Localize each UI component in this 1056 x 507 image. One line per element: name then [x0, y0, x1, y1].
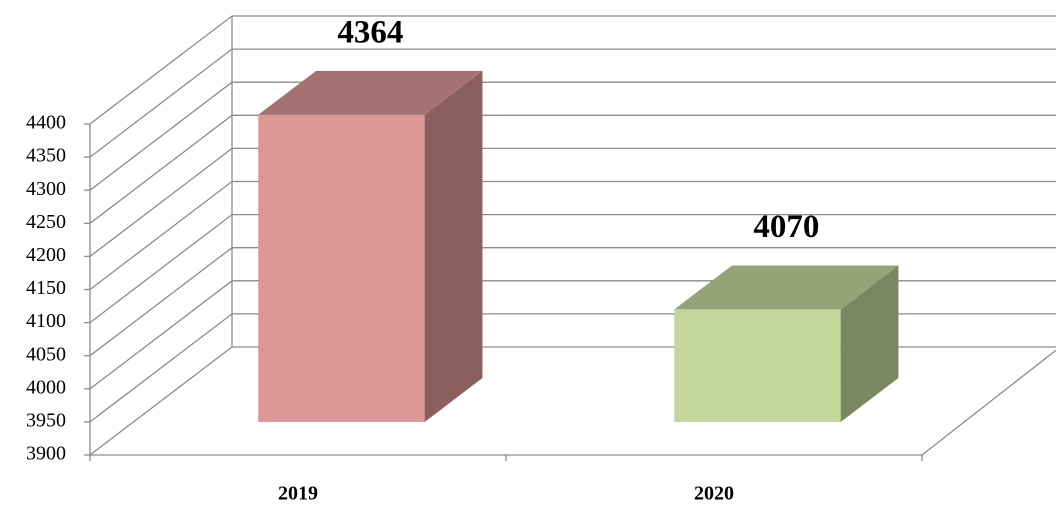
y-tick-label: 4000 [26, 376, 66, 398]
grid-line [89, 280, 233, 390]
grid-line [89, 214, 233, 324]
y-tick-label: 4250 [26, 211, 66, 233]
y-tick-label: 3900 [26, 443, 66, 465]
grid-line [89, 15, 233, 125]
grid-line [89, 346, 233, 456]
bar-side [840, 265, 899, 422]
y-tick-label: 4100 [26, 310, 66, 332]
grid-line [89, 247, 233, 357]
y-tick-label: 3950 [26, 409, 66, 431]
grid-line [89, 147, 233, 257]
value-label: 4364 [337, 14, 403, 50]
grid-line [89, 313, 233, 423]
value-label: 4070 [753, 209, 819, 245]
bar-top [258, 70, 483, 115]
y-tick-label: 4400 [26, 112, 66, 134]
x-tick-label: 2019 [278, 483, 318, 505]
y-tick-label: 4300 [26, 178, 66, 200]
bar-front [258, 114, 425, 422]
floor-line [921, 349, 1056, 456]
bar-side [424, 70, 483, 422]
grid-line [89, 180, 233, 291]
y-tick-label: 4350 [26, 145, 66, 167]
y-tick-label: 4200 [26, 244, 66, 266]
bar-top [674, 265, 899, 310]
grid-line [89, 114, 233, 224]
grid-line [89, 81, 233, 191]
grid-line [89, 48, 233, 158]
y-tick-label: 4150 [26, 277, 66, 299]
x-tick-label: 2020 [694, 483, 734, 505]
y-tick-label: 4050 [26, 343, 66, 365]
bar-front [674, 309, 841, 422]
